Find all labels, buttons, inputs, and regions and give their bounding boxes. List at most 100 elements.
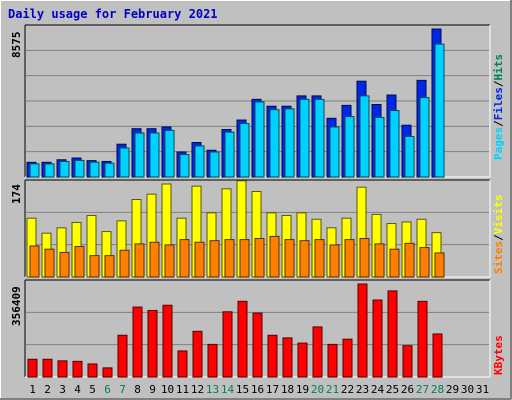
- legend-kbytes: KBytes: [492, 335, 505, 375]
- bar-kbytes-day-8: [132, 306, 143, 378]
- bar-kbytes-day-23: [357, 283, 368, 378]
- bar-pages-day-7: [119, 147, 130, 178]
- bar-pages-day-26: [404, 135, 415, 178]
- x-tick-label-6: 6: [104, 383, 111, 396]
- x-tick-label-21: 21: [326, 383, 339, 396]
- bar-sites-day-13: [209, 240, 220, 278]
- bar-kbytes-day-20: [312, 326, 323, 378]
- x-tick-label-28: 28: [431, 383, 444, 396]
- bar-sites-day-14: [224, 239, 235, 278]
- x-tick-label-12: 12: [191, 383, 204, 396]
- bar-kbytes-day-21: [327, 343, 338, 378]
- bar-pages-day-11: [179, 154, 190, 178]
- bar-sites-day-18: [284, 239, 295, 278]
- bar-pages-day-5: [89, 161, 100, 178]
- chart-title: Daily usage for February 2021: [8, 7, 218, 21]
- x-tick-label-13: 13: [206, 383, 219, 396]
- bar-kbytes-day-10: [162, 304, 173, 378]
- x-tick-label-22: 22: [341, 383, 354, 396]
- bar-sites-day-1: [29, 245, 40, 278]
- bar-sites-day-23: [359, 238, 370, 278]
- x-tick-label-2: 2: [44, 383, 51, 396]
- bar-pages-day-22: [344, 116, 355, 178]
- bar-sites-day-19: [299, 240, 310, 278]
- x-tick-label-19: 19: [296, 383, 309, 396]
- x-tick-label-23: 23: [356, 383, 369, 396]
- x-tick-label-29: 29: [446, 383, 459, 396]
- bar-pages-day-2: [44, 163, 55, 178]
- legend-separator: /: [492, 80, 505, 88]
- bar-sites-day-27: [419, 247, 430, 278]
- y-max-label-visits: 174: [10, 184, 23, 204]
- bar-kbytes-day-24: [372, 299, 383, 378]
- y-max-label-kbytes: 356409: [10, 286, 23, 326]
- bar-kbytes-day-27: [417, 300, 428, 378]
- bar-pages-day-16: [254, 101, 265, 178]
- bar-sites-day-5: [89, 255, 100, 278]
- bar-pages-day-12: [194, 145, 205, 178]
- bar-pages-day-24: [374, 116, 385, 178]
- bar-pages-day-13: [209, 151, 220, 178]
- bar-kbytes-day-7: [117, 334, 128, 378]
- bar-kbytes-day-28: [432, 333, 443, 378]
- bar-pages-day-23: [359, 95, 370, 178]
- bar-sites-day-10: [164, 244, 175, 278]
- bar-kbytes-day-2: [42, 358, 53, 378]
- legend-visits: Visits: [492, 194, 505, 235]
- x-tick-label-18: 18: [281, 383, 294, 396]
- x-tick-label-20: 20: [311, 383, 324, 396]
- legend-separator: /: [492, 234, 505, 241]
- bar-pages-day-27: [419, 97, 430, 178]
- x-tick-label-27: 27: [416, 383, 429, 396]
- bar-kbytes-day-1: [27, 358, 38, 378]
- bar-sites-day-9: [149, 241, 160, 278]
- bar-kbytes-day-18: [282, 337, 293, 378]
- bar-pages-day-21: [329, 126, 340, 178]
- bar-kbytes-day-6: [102, 367, 113, 378]
- bar-pages-day-9: [149, 132, 160, 178]
- bar-kbytes-day-12: [192, 330, 203, 378]
- x-tick-label-25: 25: [386, 383, 399, 396]
- bar-sites-day-24: [374, 243, 385, 278]
- bar-kbytes-day-11: [177, 350, 188, 378]
- bar-sites-day-6: [104, 255, 115, 278]
- x-tick-label-3: 3: [59, 383, 66, 396]
- bar-kbytes-day-14: [222, 311, 233, 378]
- bar-kbytes-day-5: [87, 363, 98, 378]
- x-tick-label-31: 31: [476, 383, 489, 396]
- x-tick-label-17: 17: [266, 383, 279, 396]
- bar-kbytes-day-4: [72, 360, 83, 378]
- bar-pages-day-14: [224, 131, 235, 178]
- bar-sites-day-2: [44, 248, 55, 278]
- bar-sites-day-17: [269, 235, 280, 278]
- x-tick-label-16: 16: [251, 383, 264, 396]
- bar-kbytes-day-19: [297, 342, 308, 378]
- x-tick-label-8: 8: [134, 383, 141, 396]
- bar-sites-day-15: [239, 239, 250, 278]
- bar-pages-day-28: [434, 43, 445, 178]
- bar-sites-day-28: [434, 252, 445, 278]
- x-tick-label-4: 4: [74, 383, 81, 396]
- bar-sites-day-3: [59, 251, 70, 278]
- bar-pages-day-10: [164, 129, 175, 178]
- x-tick-label-14: 14: [221, 383, 235, 396]
- bar-pages-day-6: [104, 162, 115, 178]
- bar-pages-day-17: [269, 109, 280, 178]
- x-tick-label-24: 24: [371, 383, 385, 396]
- x-tick-label-26: 26: [401, 383, 414, 396]
- bar-pages-day-15: [239, 122, 250, 178]
- legend-kbytes-panel: KBytes: [492, 335, 505, 375]
- legend-files: Files: [492, 87, 505, 121]
- bar-kbytes-day-9: [147, 309, 158, 378]
- bar-sites-day-11: [179, 239, 190, 278]
- bar-sites-day-20: [314, 239, 325, 278]
- legend-visits-panel: Sites/Visits: [492, 195, 505, 275]
- x-tick-label-7: 7: [119, 383, 126, 396]
- legend-pages: Pages: [492, 126, 505, 160]
- legend-sites: Sites: [492, 240, 505, 274]
- legend-hits: Hits: [492, 54, 505, 81]
- bar-kbytes-day-13: [207, 343, 218, 378]
- bar-kbytes-day-15: [237, 300, 248, 378]
- bar-sites-day-26: [404, 242, 415, 278]
